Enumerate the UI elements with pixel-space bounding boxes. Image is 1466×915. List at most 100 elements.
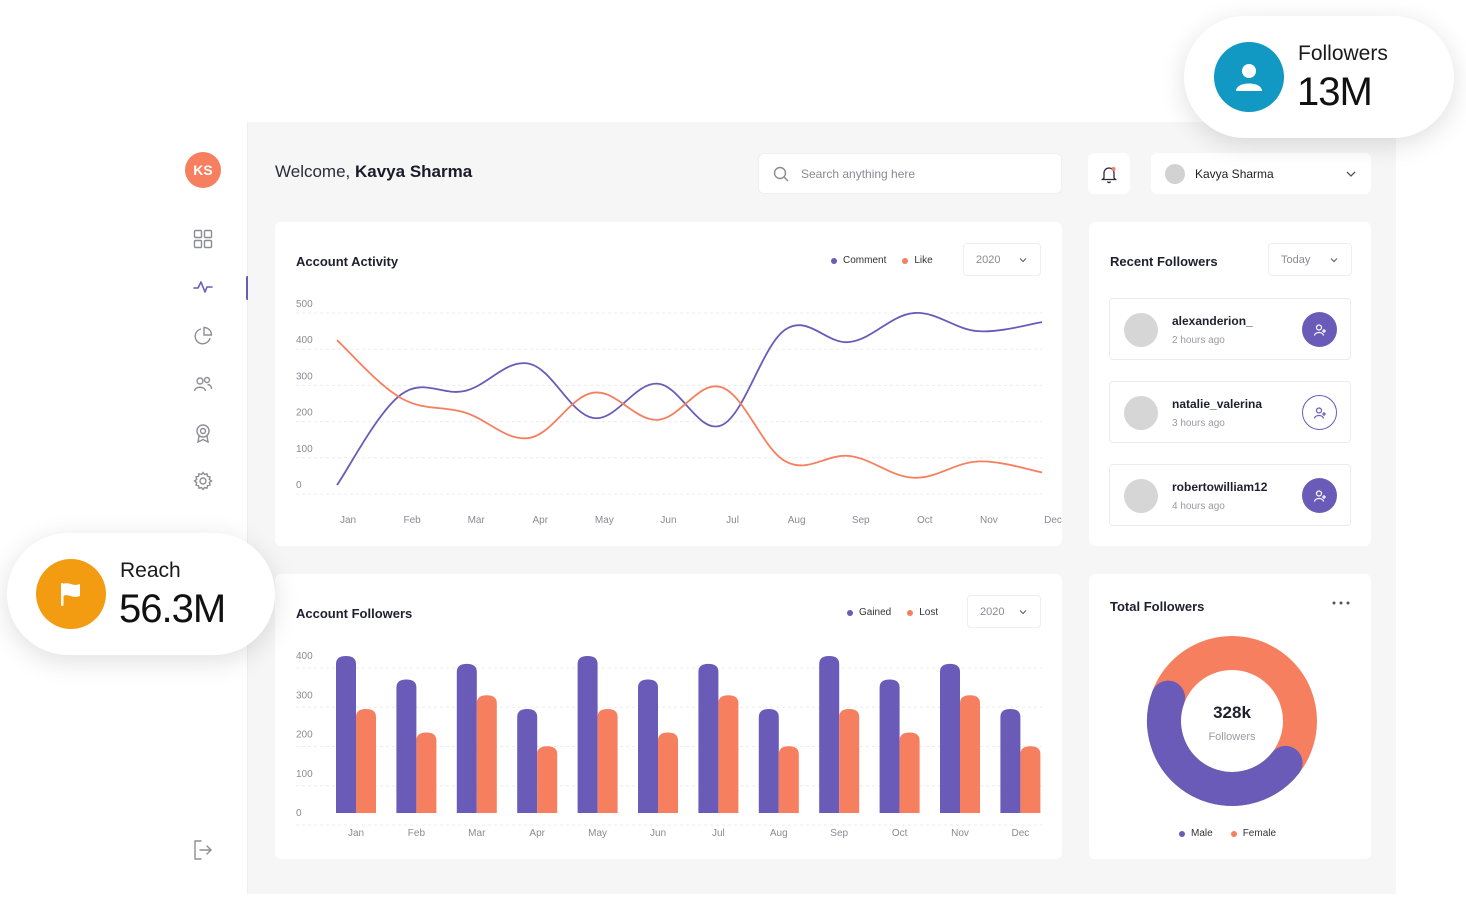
x-tick-label: Jun [660, 515, 676, 526]
y-tick-label: 300 [296, 371, 313, 382]
y-tick-label: 400 [296, 651, 313, 662]
bar-gained [517, 708, 538, 813]
pie-chart-icon[interactable] [192, 325, 214, 347]
bar-lost [899, 732, 920, 813]
followers-badge-value: 13M [1297, 70, 1373, 114]
recent-filter-dropdown[interactable]: Today [1268, 243, 1352, 276]
x-tick-label: Sep [852, 515, 870, 526]
x-tick-label: Dec [1012, 828, 1030, 839]
bar-gained [819, 656, 840, 813]
profile-avatar [1165, 163, 1185, 184]
bar-gained [456, 663, 477, 813]
y-tick-label: 0 [296, 480, 302, 491]
nav-active-indicator [246, 276, 249, 300]
profile-dropdown[interactable]: Kavya Sharma [1151, 153, 1371, 194]
bar-gained [698, 663, 719, 813]
y-tick-label: 400 [296, 335, 313, 346]
users-icon[interactable] [192, 373, 214, 395]
search-input[interactable] [801, 166, 1041, 181]
comment-legend-label: Comment [843, 255, 887, 266]
chevron-down-icon [1019, 609, 1027, 614]
more-options-icon[interactable] [1331, 598, 1351, 608]
activity-line-chart: 0 100 200 300 400 500 Jan Feb Mar Apr May Jun Jul Aug… [296, 299, 1062, 526]
follower-item[interactable]: robertowilliam12 4 hours ago [1109, 464, 1351, 526]
bar-lost [537, 746, 558, 813]
chevron-down-icon [1019, 257, 1027, 262]
activity-icon[interactable] [192, 276, 214, 298]
x-tick-label: Oct [892, 828, 908, 839]
dashboard-icon[interactable] [192, 228, 214, 250]
add-user-icon [1313, 323, 1326, 336]
recent-filter-value: Today [1281, 253, 1311, 266]
search-bar[interactable] [758, 153, 1062, 194]
follower-avatar [1124, 479, 1158, 513]
follow-back-button[interactable] [1302, 395, 1337, 430]
follow-back-button[interactable] [1302, 478, 1337, 513]
donut-center-label: Followers [1208, 731, 1256, 743]
bar-gained [879, 679, 900, 813]
settings-icon[interactable] [192, 470, 214, 492]
bar-lost [960, 695, 980, 813]
add-user-icon [1313, 489, 1326, 502]
follower-item[interactable]: alexanderion_ 2 hours ago [1109, 298, 1351, 360]
follower-avatar [1124, 313, 1158, 347]
bar-gained [758, 708, 779, 813]
recent-followers-card: Recent Followers Today alexanderion_ 2 h… [1089, 222, 1371, 546]
lost-legend-dot [907, 609, 914, 616]
female-legend-dot [1230, 830, 1237, 837]
reach-badge-label: Reach [120, 559, 181, 582]
award-icon[interactable] [192, 422, 214, 444]
x-tick-label: Feb [403, 515, 421, 526]
search-icon [773, 166, 789, 181]
follower-name: natalie_valerina [1172, 397, 1263, 411]
follower-time: 3 hours ago [1172, 418, 1225, 429]
followers-badge: Followers 13M [1184, 16, 1454, 138]
comment-legend-dot [831, 257, 837, 264]
male-legend-label: Male [1191, 828, 1213, 839]
x-tick-label: Aug [788, 515, 806, 526]
x-tick-label: Mar [468, 828, 486, 839]
bar-gained [336, 656, 356, 813]
follower-time: 4 hours ago [1172, 501, 1225, 512]
x-tick-label: Jan [348, 828, 364, 839]
bar-lost [718, 695, 739, 813]
gained-legend-dot [847, 609, 853, 616]
followers-year-dropdown[interactable]: 2020 [967, 595, 1041, 628]
activity-year-value: 2020 [976, 253, 1001, 266]
total-followers-card: Total Followers 328k Followers Male Femal… [1089, 574, 1371, 859]
followers-year-value: 2020 [980, 605, 1005, 618]
user-avatar[interactable]: KS [185, 152, 221, 188]
x-tick-label: Jan [340, 515, 356, 526]
welcome-user-name: Kavya Sharma [355, 162, 473, 181]
follower-item[interactable]: natalie_valerina 3 hours ago [1109, 381, 1351, 443]
female-legend-label: Female [1242, 828, 1277, 839]
main-content: Welcome, Kavya Sharma Kavya Sharma Accou… [248, 122, 1396, 894]
donut-slice-male [1147, 636, 1317, 806]
logout-icon[interactable] [192, 839, 214, 861]
bar-lost [1020, 746, 1041, 813]
notification-button[interactable] [1088, 153, 1130, 194]
y-tick-label: 300 [296, 690, 313, 701]
chevron-down-icon [1346, 171, 1356, 177]
x-tick-label: Oct [917, 515, 933, 526]
follow-back-button[interactable] [1302, 312, 1337, 347]
bar-gained [940, 663, 960, 813]
bar-gained [1000, 708, 1021, 813]
follower-time: 2 hours ago [1172, 335, 1225, 346]
followers-bar-chart: 0 100 200 300 400 Jan Feb Mar Apr May Jun Jul Aug Sep… [296, 651, 1042, 839]
bar-lost [778, 746, 799, 813]
x-tick-label: Nov [951, 828, 969, 839]
chevron-down-icon [1330, 257, 1338, 262]
recent-followers-title: Recent Followers [1110, 254, 1218, 269]
gained-legend-label: Gained [859, 607, 892, 618]
y-tick-label: 100 [296, 444, 313, 455]
follower-name: alexanderion_ [1172, 314, 1253, 328]
activity-year-dropdown[interactable]: 2020 [963, 243, 1041, 276]
x-tick-label: Nov [980, 515, 998, 526]
lost-legend-label: Lost [919, 607, 939, 618]
followers-legend: Gained Lost [847, 607, 938, 618]
y-tick-label: 500 [296, 299, 313, 310]
x-tick-label: Sep [830, 828, 848, 839]
bar-lost [597, 708, 618, 813]
bar-lost [476, 695, 497, 813]
